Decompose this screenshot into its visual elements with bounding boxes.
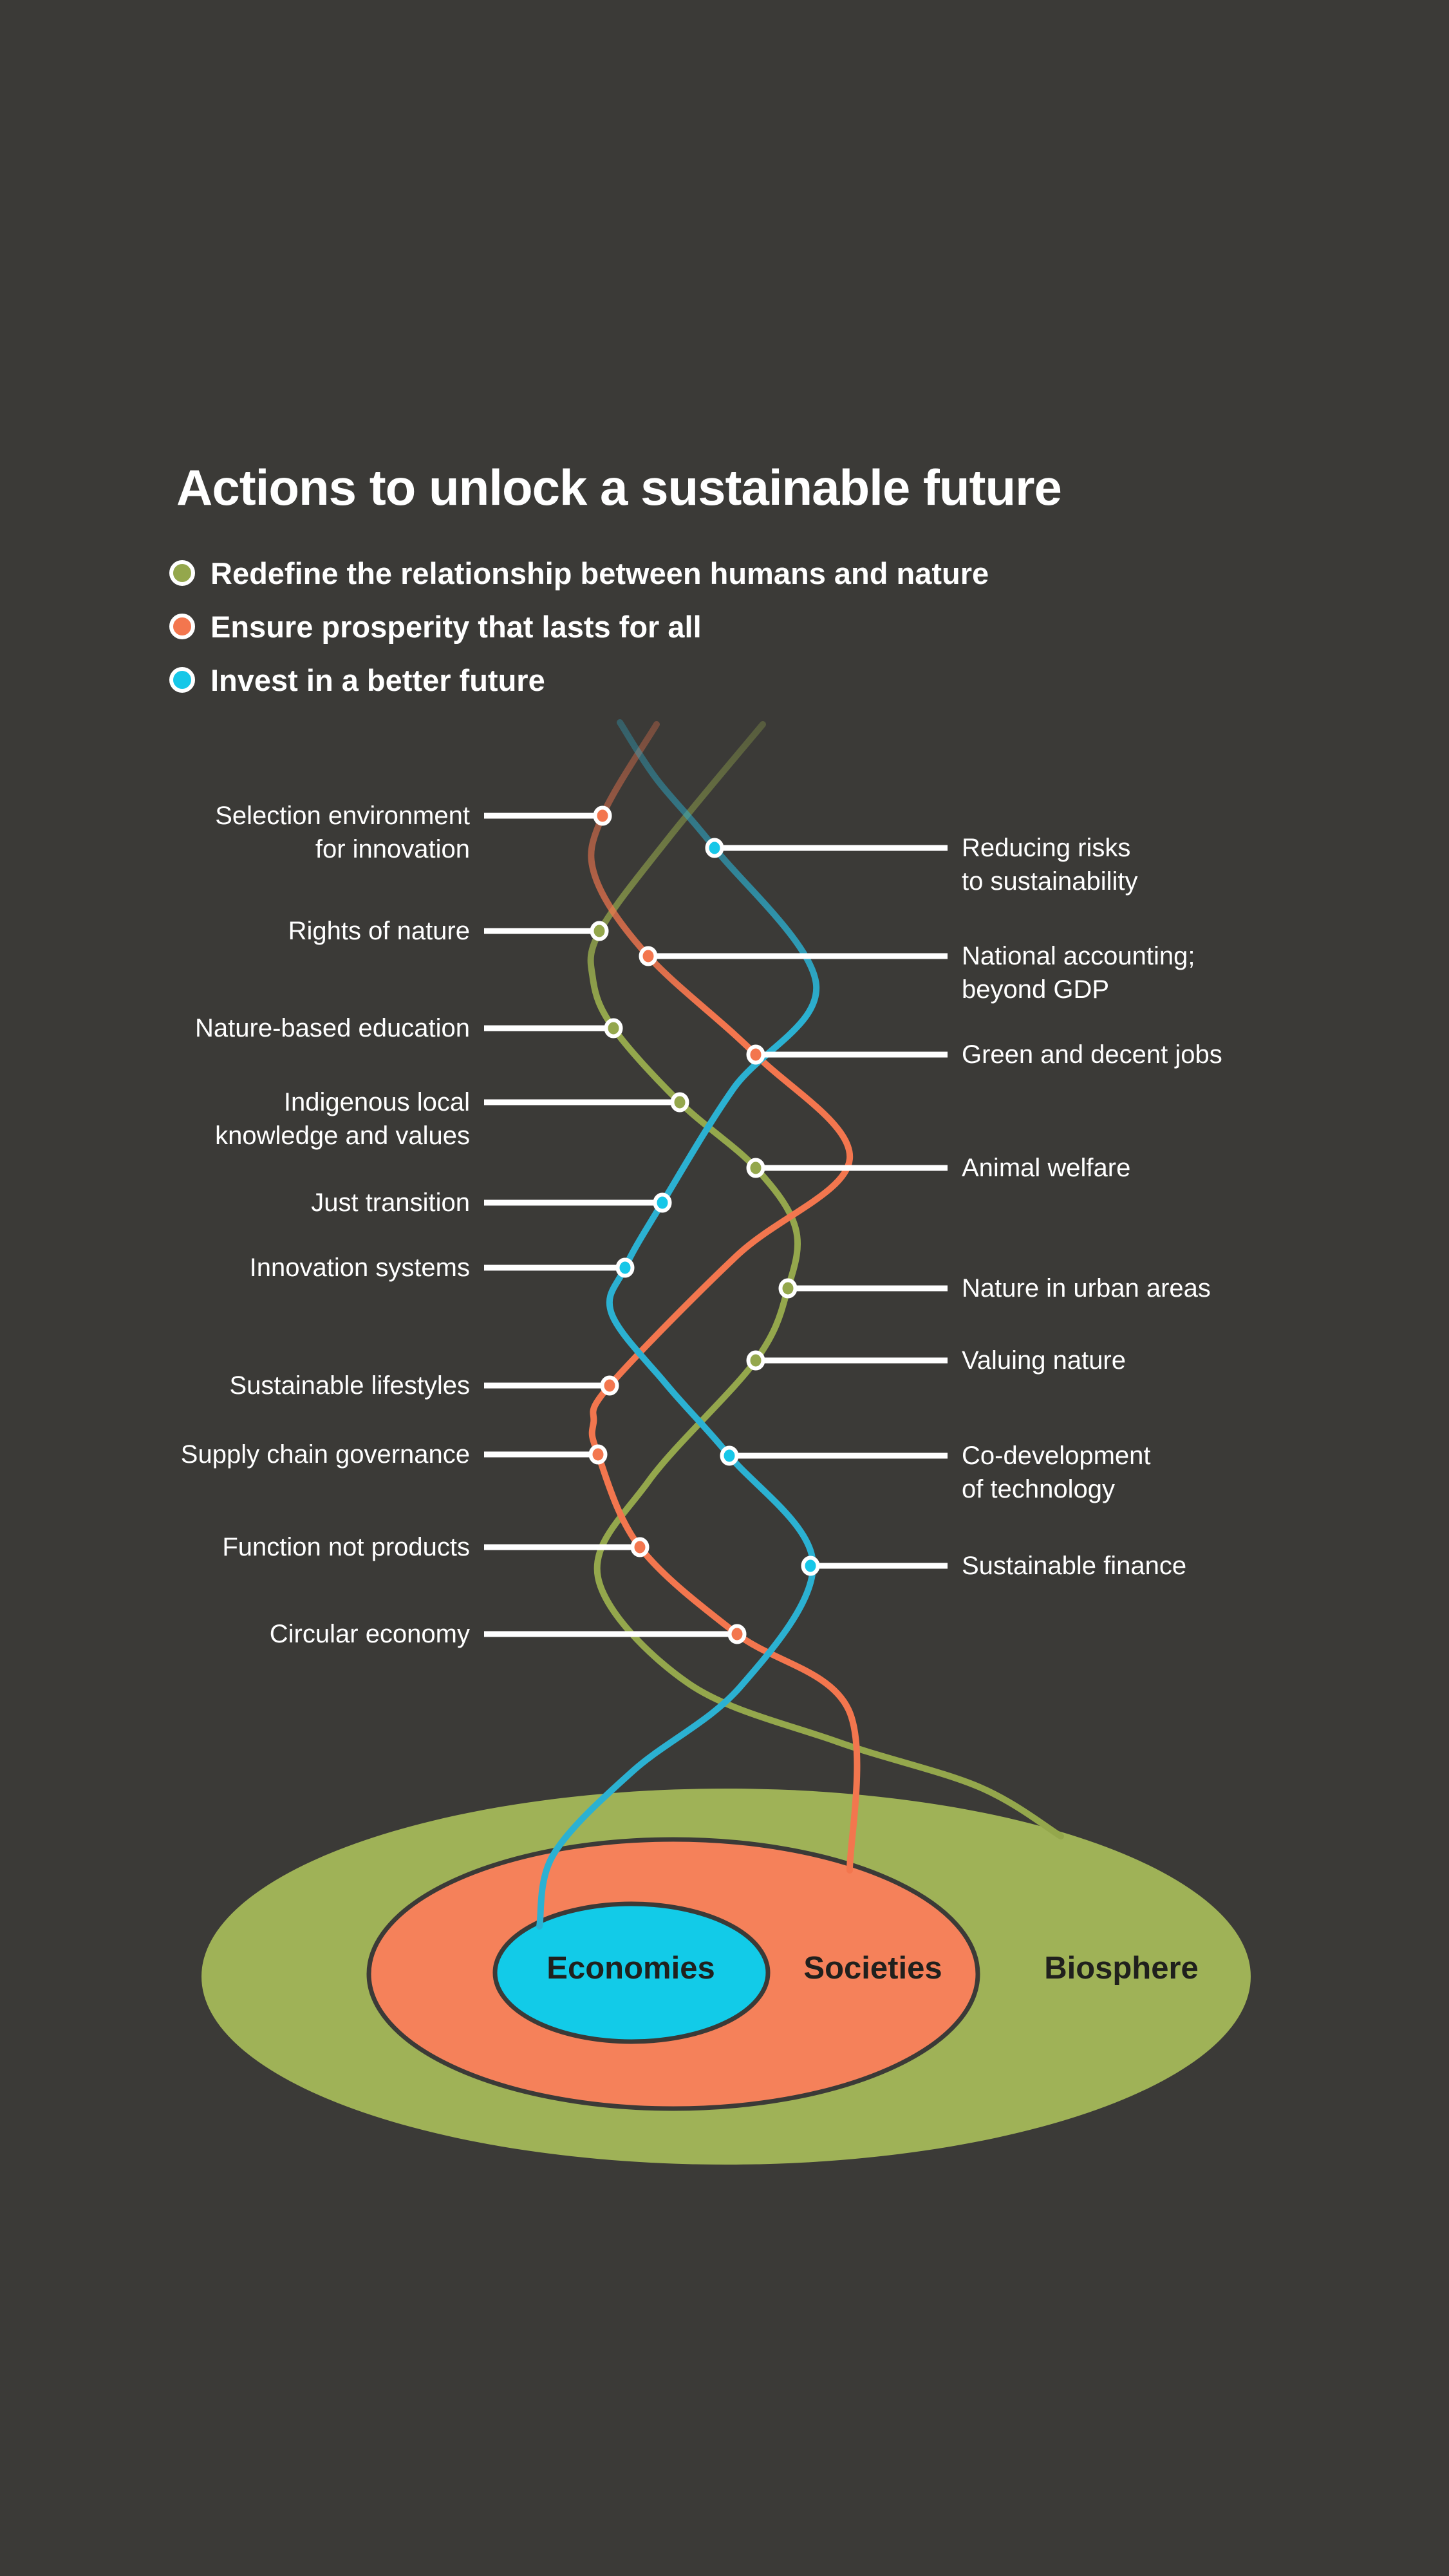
helix-node-orange	[746, 1044, 765, 1065]
node-label: Animal welfare	[962, 1154, 1131, 1182]
legend-label: Redefine the relationship between humans…	[210, 556, 989, 590]
helix-node-green	[670, 1092, 689, 1113]
node-label: Green and decent jobs	[962, 1040, 1222, 1069]
ellipse-economies	[492, 1901, 771, 2044]
node-label: Circular economy	[269, 1620, 470, 1648]
helix-node-green	[604, 1018, 623, 1039]
node-label: Supply chain governance	[180, 1440, 470, 1469]
helix-node-green	[746, 1350, 765, 1371]
legend: Redefine the relationship between humans…	[169, 556, 989, 718]
node-label: Just transition	[311, 1189, 470, 1217]
invest-better-future-strand	[536, 719, 820, 1930]
legend-dot-green-icon	[169, 560, 195, 586]
node-label: Indigenous local knowledge and values	[215, 1088, 470, 1150]
page-title: Actions to unlock a sustainable future	[176, 459, 1062, 516]
helix-node-green	[746, 1158, 765, 1178]
legend-item-redefine: Redefine the relationship between humans…	[169, 556, 989, 590]
node-label: Selection environment for innovation	[215, 802, 470, 863]
legend-dot-orange-icon	[169, 614, 195, 639]
helix-node-cyan	[653, 1192, 672, 1213]
legend-item-prosperity: Ensure prosperity that lasts for all	[169, 609, 989, 644]
legend-dot-cyan-icon	[169, 667, 195, 693]
helix-node-orange	[588, 1444, 608, 1465]
node-label: National accounting; beyond GDP	[962, 942, 1195, 1004]
node-label: Nature in urban areas	[962, 1274, 1211, 1302]
helix-node-green	[778, 1278, 798, 1299]
helix-node-orange	[593, 805, 612, 826]
helix-node-orange	[630, 1537, 650, 1557]
helix-node-green	[590, 921, 609, 941]
node-label: Sustainable finance	[962, 1552, 1187, 1580]
helix-node-cyan	[720, 1445, 739, 1466]
node-label: Rights of nature	[288, 917, 470, 945]
helix-node-cyan	[705, 838, 724, 858]
legend-item-invest: Invest in a better future	[169, 663, 989, 697]
node-label: Reducing risks to sustainability	[962, 834, 1138, 896]
node-label: Nature-based education	[195, 1014, 470, 1042]
node-label: Co-development of technology	[962, 1442, 1151, 1503]
ellipse-label-biosphere: Biosphere	[1044, 1951, 1199, 1986]
node-label: Function not products	[222, 1533, 470, 1561]
node-label: Innovation systems	[249, 1254, 470, 1282]
node-label: Sustainable lifestyles	[229, 1371, 470, 1400]
ellipse-label-economies: Economies	[547, 1951, 715, 1986]
helix-node-orange	[639, 946, 658, 966]
helix-node-cyan	[801, 1556, 820, 1576]
ensure-prosperity-strand	[588, 721, 861, 1874]
helix-node-orange	[727, 1624, 747, 1644]
legend-label: Invest in a better future	[210, 663, 545, 697]
legend-label: Ensure prosperity that lasts for all	[210, 609, 702, 644]
node-label: Valuing nature	[962, 1346, 1126, 1375]
helix-node-orange	[600, 1375, 619, 1396]
ellipse-label-societies: Societies	[803, 1951, 942, 1986]
helix-node-cyan	[615, 1257, 635, 1278]
